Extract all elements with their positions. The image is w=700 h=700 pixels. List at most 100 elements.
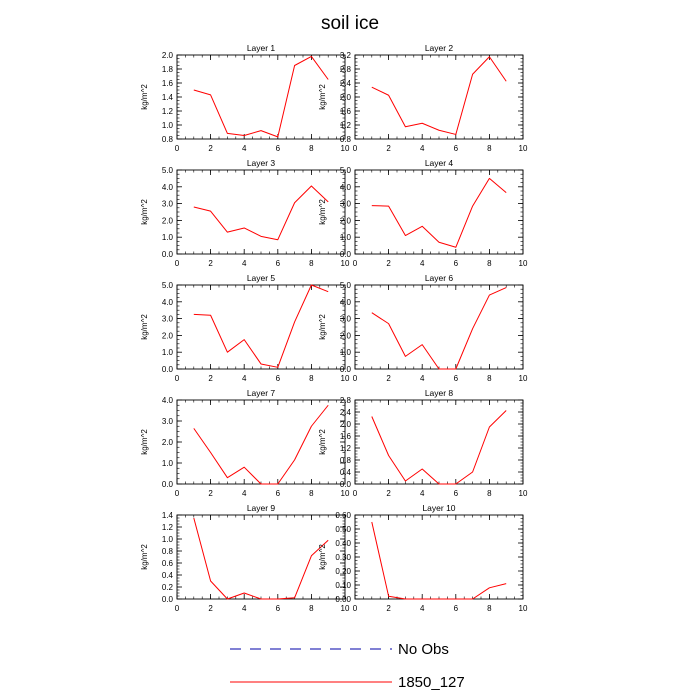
y-tick-label: 0.0 [162,595,174,604]
series-line [193,517,329,600]
y-tick-label: 4.0 [340,183,352,192]
y-tick-label: 2.0 [162,51,174,60]
x-tick-label: 4 [242,604,247,613]
y-tick-label: 1.2 [340,121,352,130]
panel-10: 0 2 4 6 8 100.000.100.200.300.400.500.60Layer… [318,503,528,613]
x-tick-label: 6 [276,604,281,613]
series-line [193,284,329,368]
y-tick-label: 2.0 [340,93,352,102]
x-tick-label: 10 [519,259,528,268]
y-axis-label: kg/m^2 [140,429,149,455]
x-tick-label: 6 [276,144,281,153]
x-tick-label: 0 [175,604,180,613]
x-tick-label: 6 [454,489,459,498]
panel-title: Layer 8 [425,388,454,398]
y-tick-label: 0.4 [162,571,174,580]
x-tick-label: 8 [487,374,492,383]
x-tick-label: 10 [341,259,350,268]
y-tick-label: 2.0 [340,420,352,429]
x-tick-label: 0 [353,374,358,383]
y-tick-label: 1.2 [162,523,174,532]
x-tick-label: 4 [242,489,247,498]
y-tick-label: 2.0 [162,438,174,447]
x-tick-label: 4 [420,489,425,498]
plot-frame [176,169,346,255]
panel-9: 0 2 4 6 8 10 0.0 0.2 0.4 0.6 0.8 1.0 1.2 1.4 Layer 9 kg… [140,503,350,613]
y-tick-label: 4.0 [162,183,174,192]
y-tick-label: 0.0 [340,480,352,489]
y-tick-label: 1.0 [340,233,352,242]
panel-title: Layer 3 [247,158,276,168]
y-tick-label: 2.0 [162,331,174,340]
y-tick-label: 0.20 [335,567,351,576]
series-line [371,177,507,248]
x-tick-label: 8 [309,259,314,268]
x-tick-label: 8 [487,604,492,613]
x-tick-label: 4 [420,259,425,268]
y-axis-label: kg/m^2 [318,429,327,455]
y-tick-label: 2.4 [340,79,352,88]
panel-title: Layer 4 [425,158,454,168]
y-tick-label: 3.0 [340,315,352,324]
series-line [193,185,329,241]
y-tick-label: 0.8 [162,135,174,144]
y-tick-label: 3.0 [162,200,174,209]
x-tick-label: 0 [353,489,358,498]
y-tick-label: 1.0 [162,535,174,544]
x-tick-label: 10 [519,604,528,613]
x-tick-label: 8 [309,489,314,498]
x-tick-label: 10 [341,144,350,153]
x-tick-label: 4 [242,259,247,268]
y-tick-label: 2.8 [340,65,352,74]
y-tick-label: 1.4 [162,93,174,102]
y-tick-label: 0.30 [335,553,351,562]
y-axis-label: kg/m^2 [318,84,327,110]
x-tick-label: 10 [341,604,350,613]
panel-title: Layer 7 [247,388,276,398]
series-line [193,404,329,485]
y-tick-label: 4.0 [162,298,174,307]
x-tick-label: 4 [420,374,425,383]
y-tick-label: 1.6 [340,107,352,116]
series-line [371,521,507,600]
y-tick-label: 0.40 [335,539,351,548]
y-tick-label: 2.8 [340,396,352,405]
y-tick-label: 0.00 [335,595,351,604]
x-tick-label: 2 [386,144,391,153]
panel-title: Layer 2 [425,43,454,53]
y-tick-label: 0.0 [340,365,352,374]
legend: No Obs 1850_127 [230,641,465,691]
x-tick-label: 8 [487,489,492,498]
x-tick-label: 10 [519,144,528,153]
y-tick-label: 1.0 [162,121,174,130]
plot-frame [354,284,524,370]
x-tick-label: 4 [420,604,425,613]
y-tick-label: 4.0 [162,396,174,405]
x-tick-label: 2 [208,144,213,153]
y-tick-label: 0.0 [340,250,352,259]
y-tick-label: 1.2 [340,444,352,453]
y-axis-label: kg/m^2 [318,544,327,570]
x-tick-label: 4 [242,374,247,383]
y-tick-label: 1.4 [162,511,174,520]
plot-frame [354,399,524,485]
x-tick-label: 8 [487,259,492,268]
y-tick-label: 0.8 [340,456,352,465]
x-tick-label: 0 [175,374,180,383]
series-line [371,56,507,135]
y-tick-label: 4.0 [340,298,352,307]
y-tick-label: 3.2 [340,51,352,60]
y-tick-label: 0.8 [162,547,174,556]
x-tick-label: 2 [208,374,213,383]
x-tick-label: 8 [487,144,492,153]
x-tick-label: 8 [309,374,314,383]
y-axis-label: kg/m^2 [140,314,149,340]
x-tick-label: 0 [175,144,180,153]
